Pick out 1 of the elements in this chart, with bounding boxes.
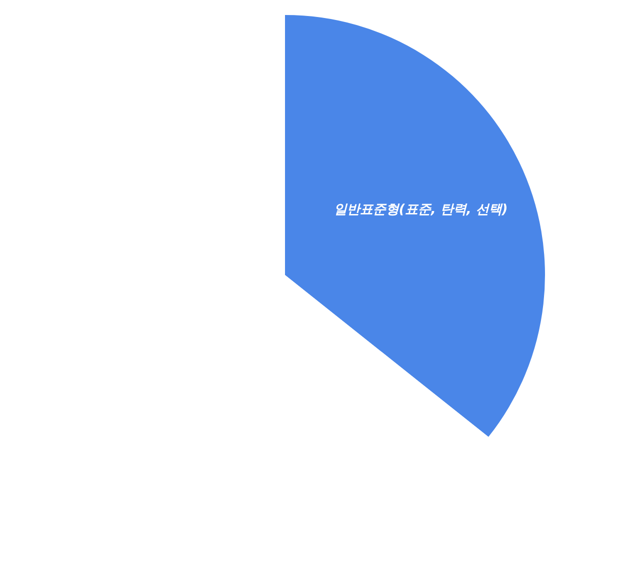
slice-label: 일반표준형(표준, 탄력, 선택) [334,202,508,218]
